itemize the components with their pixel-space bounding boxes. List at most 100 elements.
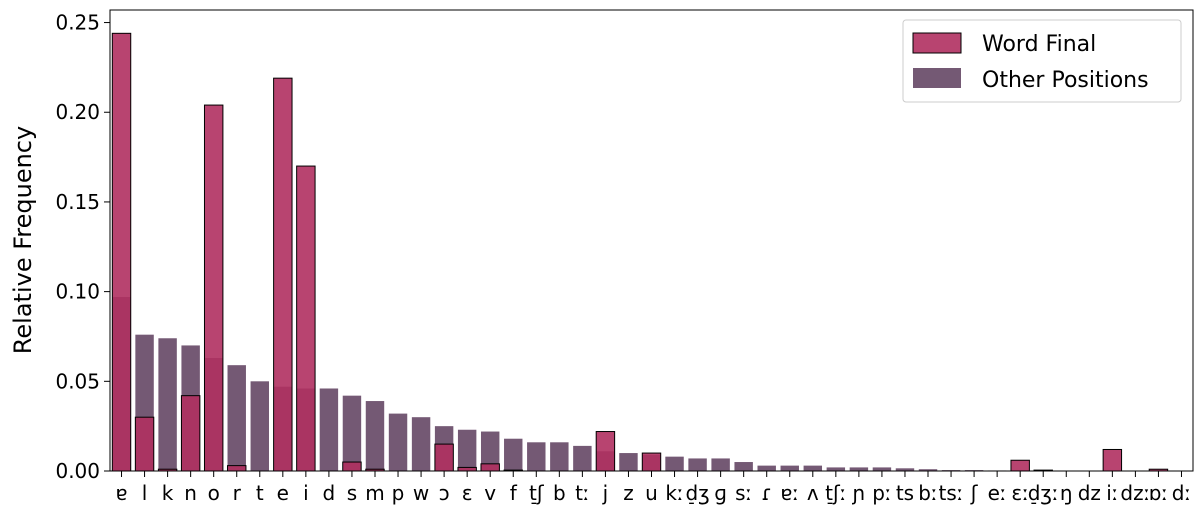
x-tick-label: ɔ xyxy=(439,481,450,505)
bar-other-positions xyxy=(665,456,684,471)
bar-word-final xyxy=(434,443,454,472)
x-tick-label: n xyxy=(184,481,197,505)
x-tick-label: bː xyxy=(918,481,937,505)
x-tick-label: o xyxy=(208,481,220,505)
y-tick-label: 0.20 xyxy=(55,100,100,124)
legend-label-other-positions: Other Positions xyxy=(982,68,1149,93)
x-tick-label: ʃ xyxy=(970,481,979,505)
x-tick-label: j xyxy=(602,481,609,505)
word-final-bars xyxy=(111,32,1169,472)
bar-other-positions xyxy=(504,438,523,471)
x-tick-label: ɛ xyxy=(462,481,473,505)
legend-box xyxy=(902,19,1182,103)
bar-other-positions xyxy=(573,445,592,471)
bar-other-positions xyxy=(803,465,823,471)
x-tick-label: t xyxy=(256,481,264,505)
x-tick-label: k xyxy=(162,481,174,505)
x-tick-label: ɡ xyxy=(714,481,727,505)
x-tick-label: ɒː xyxy=(1149,481,1168,505)
y-tick-label: 0.05 xyxy=(55,369,100,393)
y-axis: 0.00 0.05 0.10 0.15 0.20 0.25 xyxy=(55,11,110,483)
bar-other-positions xyxy=(757,465,776,471)
x-tick-label: ɲ xyxy=(851,481,865,505)
bar-word-final xyxy=(1102,448,1123,472)
bar-other-positions xyxy=(849,467,869,471)
x-tick-label: sː xyxy=(735,481,752,505)
bar-other-positions xyxy=(711,458,730,471)
x-tick-label: tː xyxy=(575,481,590,505)
x-tick-label: i xyxy=(303,481,309,505)
x-tick-label: m xyxy=(365,481,384,505)
legend-swatch-word-final xyxy=(912,32,962,54)
x-tick-label: dz xyxy=(1078,481,1101,505)
bar-word-final xyxy=(134,416,155,472)
x-tick-label: iː xyxy=(1106,481,1118,505)
x-tick-label: ɐː xyxy=(780,481,799,505)
bar-other-positions xyxy=(734,462,753,471)
x-tick-label: ts xyxy=(896,481,914,505)
x-tick-label: u xyxy=(645,481,658,505)
legend-label-word-final: Word Final xyxy=(982,32,1096,57)
bar-word-final xyxy=(342,461,362,472)
x-tick-label: ʌ xyxy=(807,481,819,505)
y-tick-label: 0.00 xyxy=(55,459,100,483)
x-tick-label: s xyxy=(347,481,357,505)
bar-other-positions xyxy=(411,417,431,471)
bar-other-positions xyxy=(480,431,500,471)
x-tick-label: d̠ʒː xyxy=(1028,481,1059,505)
bar-word-final xyxy=(641,452,662,472)
y-tick-label: 0.10 xyxy=(55,280,100,304)
x-axis: ɐ l k n o r t e i d s m p w ɔ ɛ v f t̠ʃ b tː j z u kː d̠ʒ ɡ sː ɾ ɐː ʌ t… xyxy=(116,471,1191,505)
bar-other-positions xyxy=(457,429,477,471)
x-tick-label: r xyxy=(233,481,242,505)
bar-other-positions xyxy=(250,381,269,471)
bar-other-positions xyxy=(388,413,408,471)
x-tick-label: dː xyxy=(1172,481,1191,505)
x-tick-label: l xyxy=(142,481,148,505)
bar-other-positions xyxy=(319,388,339,471)
x-tick-label: d xyxy=(323,481,336,505)
x-tick-label: ɾ xyxy=(761,481,772,505)
bar-other-positions xyxy=(227,365,246,471)
y-axis-label: Relative Frequency xyxy=(9,126,37,354)
x-tick-label: b xyxy=(553,481,566,505)
bar-word-final xyxy=(595,431,616,472)
bar-word-final xyxy=(457,466,477,472)
bar-other-positions xyxy=(527,442,546,471)
bar-other-positions xyxy=(872,467,892,471)
bar-other-positions xyxy=(619,453,638,471)
x-tick-label: tsː xyxy=(939,481,964,505)
bar-word-final xyxy=(1010,459,1030,472)
x-tick-label: z xyxy=(623,481,634,505)
x-tick-label: ŋ xyxy=(1060,481,1073,505)
legend: Word Final Other Positions xyxy=(902,19,1182,103)
x-tick-label: e xyxy=(277,481,289,505)
bar-word-final xyxy=(480,463,500,472)
bar-other-positions xyxy=(826,467,846,471)
x-tick-label: kː xyxy=(665,481,683,505)
x-tick-label: ɛː xyxy=(1011,481,1029,505)
bar-other-positions xyxy=(918,469,938,471)
x-tick-label: w xyxy=(413,481,429,505)
bar-other-positions xyxy=(365,401,385,471)
bar-word-final xyxy=(203,104,224,472)
bar-other-positions xyxy=(780,465,799,471)
bar-word-final xyxy=(180,395,201,472)
x-tick-label: f xyxy=(510,481,518,505)
x-tick-label: t̠ʃ xyxy=(529,481,545,505)
bar-other-positions xyxy=(688,458,707,471)
y-tick-label: 0.25 xyxy=(55,11,100,35)
x-tick-label: pː xyxy=(872,481,891,505)
y-tick-label: 0.15 xyxy=(55,190,100,214)
bar-other-positions xyxy=(342,395,362,471)
bar-other-positions xyxy=(550,442,569,471)
x-tick-label: v xyxy=(484,481,496,505)
x-tick-label: p xyxy=(392,481,405,505)
bar-word-final xyxy=(296,165,316,472)
bar-other-positions xyxy=(895,468,915,471)
x-tick-label: t̠ʃː xyxy=(825,481,846,505)
x-tick-label: eː xyxy=(988,481,1007,505)
bar-word-final xyxy=(111,32,132,472)
x-tick-label: ɐ xyxy=(116,481,128,505)
